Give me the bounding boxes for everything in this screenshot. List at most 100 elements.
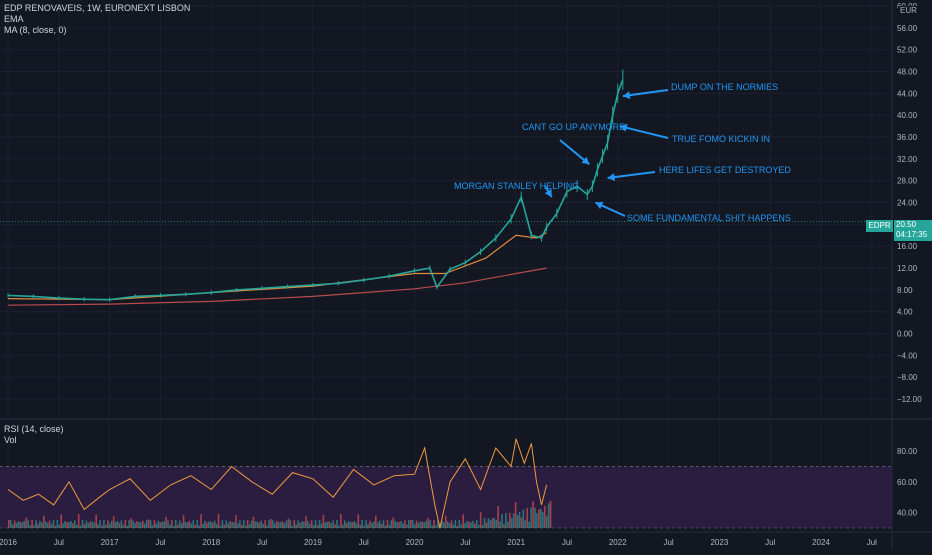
volume-bar [363, 525, 365, 528]
vol-label[interactable]: Vol [4, 435, 17, 445]
volume-bar [299, 522, 301, 528]
volume-bar [35, 520, 37, 528]
volume-bar [252, 516, 255, 528]
ema-legend[interactable]: EMA [4, 14, 24, 24]
volume-bar [250, 520, 253, 528]
volume-bar [105, 524, 107, 528]
volume-bar [171, 520, 173, 528]
volume-bar [316, 525, 319, 528]
volume-bar [89, 521, 92, 528]
volume-bar [29, 525, 31, 528]
annotation-arrowhead [581, 156, 590, 165]
volume-bar [549, 500, 552, 528]
volume-bar [427, 517, 430, 528]
volume-bar [206, 522, 208, 528]
volume-bar [394, 520, 397, 528]
volume-bar [425, 520, 428, 528]
volume-bar [462, 514, 464, 528]
volume-bar [126, 525, 129, 528]
volume-bar [456, 525, 459, 528]
volume-bar [244, 525, 247, 528]
volume-bar [497, 505, 499, 528]
y-tick-label: 28.00 [897, 177, 918, 186]
volume-bar [101, 525, 103, 528]
volume-bar [99, 520, 101, 528]
rsi-line [7, 438, 548, 529]
volume-bar [444, 515, 447, 528]
volume-bar [320, 523, 323, 528]
annotation-arrowhead [622, 91, 631, 100]
volume-bar [190, 523, 193, 528]
volume-bar [345, 523, 348, 528]
volume-bar [279, 521, 282, 528]
annotation-arrowhead [544, 189, 552, 198]
volume-bar [184, 521, 187, 528]
volume-bar [149, 520, 152, 528]
ma-legend[interactable]: MA (8, close, 0) [4, 25, 67, 35]
volume-bar [246, 520, 249, 528]
volume-bar [95, 514, 97, 528]
volume-bar [231, 522, 233, 528]
volume-bar [305, 516, 307, 528]
volume-bar [499, 521, 501, 528]
volume-bar [97, 524, 99, 528]
volume-bar [367, 523, 369, 528]
volume-bar [173, 525, 175, 528]
volume-bar [318, 520, 321, 528]
volume-bar [507, 521, 509, 528]
rsi-tick-label: 40.00 [897, 509, 918, 518]
volume-bar [419, 521, 422, 528]
volume-bar [124, 520, 127, 528]
volume-bar [485, 522, 488, 528]
rsi-legend: RSI (14, close) Vol [4, 424, 64, 446]
volume-bar [324, 522, 327, 528]
ticker-tag: EDPR [866, 220, 893, 232]
x-tick-label: Jul [460, 538, 470, 547]
volume-bar [138, 521, 140, 528]
volume-bar [361, 520, 364, 528]
volume-bar [421, 521, 424, 528]
volume-bar [186, 522, 189, 528]
volume-bar [408, 520, 410, 528]
volume-bar [532, 501, 534, 528]
volume-bar [402, 523, 404, 528]
volume-bar [409, 519, 412, 528]
volume-bar [118, 523, 121, 528]
volume-bar [349, 521, 352, 528]
volume-bar [211, 522, 214, 528]
annotation-arrow [622, 89, 669, 98]
volume-bar [396, 522, 398, 528]
volume-bar [213, 520, 216, 528]
volume-bar [74, 520, 76, 528]
volume-bar [510, 518, 513, 528]
volume-bar [332, 520, 334, 528]
volume-bar [64, 521, 66, 528]
volume-bar [545, 515, 548, 528]
rsi-label[interactable]: RSI (14, close) [4, 424, 64, 434]
volume-bar [83, 524, 86, 528]
y-tick-label: 4.00 [897, 308, 913, 317]
volume-bar [237, 523, 239, 528]
volume-bar [355, 523, 358, 528]
volume-bar [466, 521, 468, 528]
volume-bar [530, 507, 532, 528]
rsi-tick-label: 80.00 [897, 447, 918, 456]
currency-label: EUR [898, 6, 919, 15]
annotation-label: CANT GO UP ANYMORE [522, 122, 625, 132]
volume-bar [13, 520, 16, 528]
volume-bar [474, 523, 476, 528]
y-tick-label: 8.00 [897, 286, 913, 295]
volume-bar [58, 524, 61, 528]
volume-bar [388, 524, 391, 528]
y-tick-label: 44.00 [897, 89, 918, 98]
y-tick-label: 52.00 [897, 46, 918, 55]
volume-bar [543, 505, 546, 528]
volume-bar [85, 520, 88, 528]
volume-bar [134, 522, 136, 528]
volume-bar [54, 525, 57, 528]
volume-bar [91, 521, 94, 528]
y-tick-label: 12.00 [897, 264, 918, 273]
volume-bar [264, 520, 266, 528]
